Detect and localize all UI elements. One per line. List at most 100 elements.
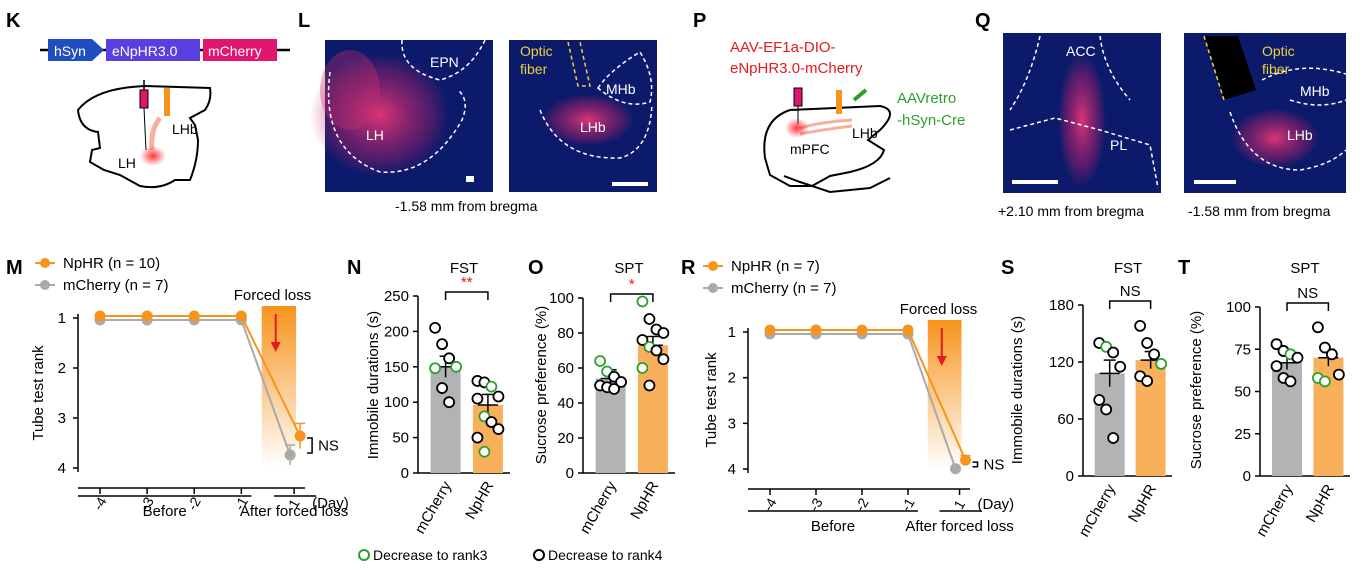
sig-bracket: [444, 291, 489, 300]
data-point: [478, 445, 491, 458]
y-axis-label: Sucrose preference (%): [533, 306, 550, 464]
data-point: [1141, 375, 1154, 387]
sig-label: NS: [1120, 283, 1141, 300]
forced-loss-band: [927, 320, 962, 469]
y-tick-label: 100: [384, 394, 409, 411]
data-point: [429, 321, 442, 334]
data-point: [950, 463, 962, 475]
scale-bar: [1194, 180, 1236, 184]
group-label: After forced loss: [905, 518, 1013, 535]
y-tick-label: 200: [384, 323, 409, 340]
panel-letter: S: [1001, 257, 1014, 279]
data-point: [636, 334, 649, 346]
series-line: [770, 333, 957, 470]
bar: [595, 378, 626, 473]
panel-q: Q ACC PL Optic fiber MHb LHb +2.10 mm fr…: [975, 10, 1347, 219]
virus-red-label: eNpHR3.0-mCherry: [730, 60, 863, 77]
y-tick-label: 4: [58, 460, 66, 477]
virus-green-label: -hSyn-Cre: [897, 112, 965, 129]
data-point: [443, 396, 456, 409]
y-tick-label: 0: [566, 465, 574, 482]
forced-loss-band: [261, 306, 297, 468]
data-point: [429, 362, 442, 375]
micrograph-lhb: Optic fiber MHb LHb: [509, 40, 657, 192]
y-tick-label: 3: [58, 410, 66, 427]
legend-dot-green: [358, 549, 370, 561]
data-point: [1270, 360, 1283, 373]
y-tick-label: 25: [1234, 426, 1251, 443]
virus-red-label: AAV-EF1a-DIO-: [730, 39, 836, 56]
panel-letter: M: [6, 257, 23, 279]
sig-bracket: [307, 437, 313, 454]
sig-label: **: [461, 274, 473, 291]
data-point: [1093, 394, 1106, 406]
data-point: [657, 327, 670, 339]
y-tick-label: 0: [401, 465, 409, 482]
data-point: [594, 355, 606, 367]
forced-loss-label: Forced loss: [900, 301, 978, 318]
data-point: [1312, 321, 1324, 334]
legend-marker: [40, 258, 50, 268]
y-tick-label: 2: [728, 370, 736, 387]
data-point: [471, 392, 484, 405]
data-point: [94, 310, 106, 322]
group-label: Before: [143, 503, 187, 520]
down-arrow-head: [936, 356, 947, 366]
y-tick-label: 0: [1243, 468, 1251, 485]
scale-bar: [1012, 180, 1058, 184]
data-point: [902, 324, 914, 336]
y-axis-label: Sucrose preference (%): [1188, 311, 1205, 469]
panel-letter: L: [298, 10, 310, 32]
data-point: [1291, 351, 1304, 364]
data-point: [810, 324, 822, 336]
y-tick-label: 50: [392, 430, 409, 447]
construct-label: mCherry: [208, 43, 262, 59]
panel-letter: R: [681, 257, 696, 279]
panel-letter: Q: [975, 10, 991, 32]
lh-label: LH: [366, 127, 384, 143]
x-tick-label: mCherry: [412, 478, 456, 537]
x-tick-label: mCherry: [577, 478, 621, 537]
scale-bar: [612, 182, 648, 186]
data-point: [650, 344, 663, 357]
y-axis-label: Immobile durations (s): [1009, 316, 1026, 464]
lhb-label: LHb: [580, 119, 606, 135]
virus-green-label: AAVretro: [897, 90, 956, 107]
data-point: [1333, 368, 1345, 381]
data-point: [764, 324, 776, 336]
y-axis-label: Tube test rank: [30, 345, 47, 441]
y-tick-label: 250: [384, 288, 409, 305]
panel-l: L EPN LH Optic fiber MHb LHb -1.58 mm fr…: [298, 10, 657, 214]
optic-fiber-label: fiber: [1262, 61, 1290, 77]
forced-loss-label: Forced loss: [234, 287, 312, 304]
x-tick-label: -4: [90, 494, 110, 513]
panel-letter: P: [693, 10, 706, 32]
data-point: [471, 431, 484, 444]
data-point: [1326, 348, 1338, 361]
construct-mcherry: mCherry: [203, 39, 277, 61]
sig-label: *: [629, 276, 635, 293]
mpfc-label: mPFC: [790, 141, 830, 157]
optic-fiber-label: Optic: [520, 43, 553, 59]
data-point: [643, 313, 656, 325]
legend-label: mCherry (n = 7): [731, 280, 836, 297]
construct-label: eNpHR3.0: [112, 43, 178, 59]
y-tick-label: 120: [1049, 354, 1074, 371]
y-tick-label: 75: [1234, 341, 1251, 358]
data-point: [485, 380, 498, 393]
y-tick-label: 100: [549, 290, 574, 307]
sig-bracket: [609, 293, 654, 302]
data-point: [492, 423, 505, 436]
y-tick-label: 20: [557, 430, 574, 447]
y-axis-label: Immobile durations (s): [365, 311, 382, 459]
y-tick-label: 80: [557, 325, 574, 342]
legend-label-black: Decrease to rank4: [548, 547, 663, 563]
x-tick-label: mCherry: [1253, 481, 1297, 540]
sig-bracket: [972, 461, 979, 468]
dot-legend: Decrease to rank3 Decrease to rank4: [358, 547, 663, 563]
lh-label: LH: [118, 155, 136, 171]
data-point: [960, 454, 972, 466]
legend-marker: [40, 280, 50, 290]
data-point: [1141, 337, 1154, 349]
